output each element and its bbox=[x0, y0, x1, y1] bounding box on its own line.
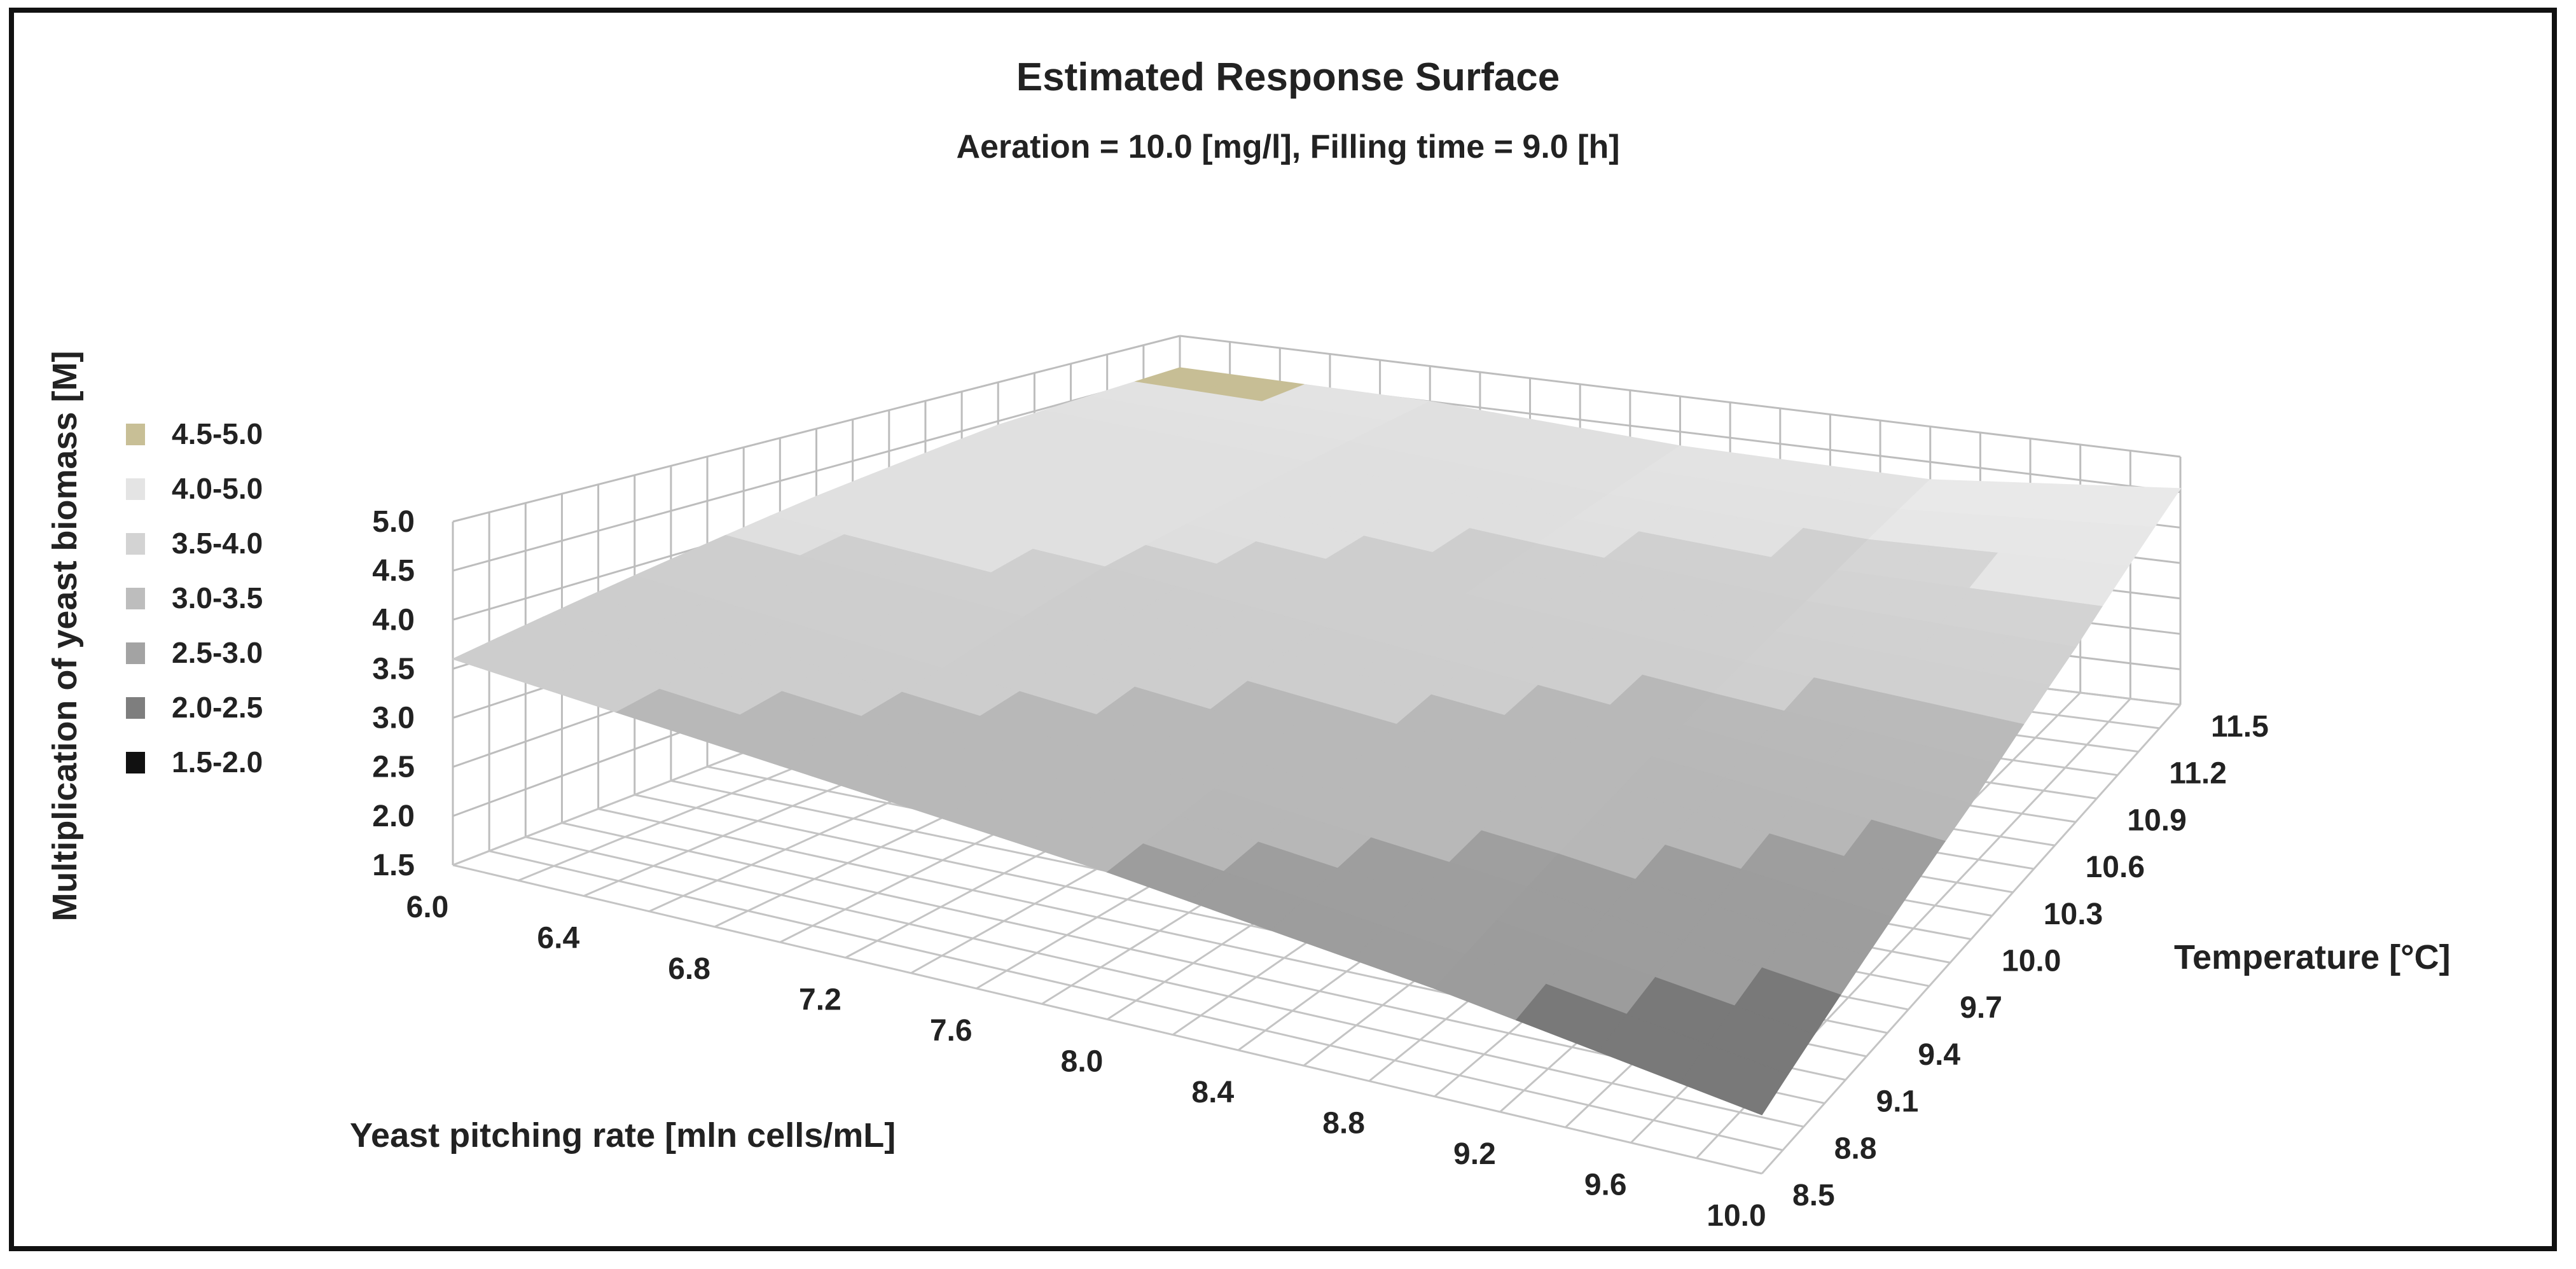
x-tick-label: 7.2 bbox=[799, 983, 841, 1017]
y-tick-label: 10.6 bbox=[2086, 850, 2145, 884]
y-tick-label: 8.8 bbox=[1834, 1132, 1877, 1165]
x-tick-label: 9.2 bbox=[1453, 1137, 1496, 1171]
legend-swatch bbox=[126, 752, 145, 773]
legend-swatch bbox=[126, 424, 145, 445]
surface-patch bbox=[1679, 1043, 1789, 1116]
z-tick-label: 3.0 bbox=[372, 702, 415, 735]
legend-swatch bbox=[126, 697, 145, 719]
legend-label: 2.5-3.0 bbox=[172, 636, 263, 669]
legend-label: 2.0-2.5 bbox=[172, 691, 263, 724]
left-wall-gridline bbox=[452, 335, 1181, 523]
y-tick-label: 9.7 bbox=[1960, 991, 2002, 1025]
legend-label: 3.0-3.5 bbox=[172, 581, 263, 614]
legend-swatch bbox=[126, 642, 145, 664]
y-tick-label: 8.5 bbox=[1792, 1179, 1835, 1212]
legend-swatch bbox=[126, 588, 145, 609]
floor-gridline bbox=[452, 864, 1762, 1175]
chart-subtitle: Aeration = 10.0 [mg/l], Filling time = 9… bbox=[956, 128, 1619, 165]
z-tick-label: 2.0 bbox=[372, 800, 415, 833]
x-tick-label: 8.4 bbox=[1191, 1076, 1234, 1109]
x-tick-label: 8.8 bbox=[1322, 1107, 1365, 1141]
y-tick-label: 10.9 bbox=[2127, 803, 2186, 837]
y-tick-label: 11.2 bbox=[2169, 757, 2227, 791]
back-wall-gridline bbox=[1179, 335, 2181, 458]
z-tick-label: 4.5 bbox=[372, 554, 415, 588]
z-tick-label: 3.5 bbox=[372, 652, 415, 686]
z-tick-label: 4.0 bbox=[372, 603, 415, 637]
y-tick-label: 9.4 bbox=[1918, 1038, 1960, 1072]
floor-gridline bbox=[525, 836, 1804, 1128]
x-tick-label: 6.0 bbox=[406, 891, 449, 924]
x-tick-label: 9.6 bbox=[1584, 1168, 1627, 1202]
legend-label: 3.5-4.0 bbox=[172, 527, 263, 560]
legend-label: 1.5-2.0 bbox=[172, 745, 263, 779]
y-tick-label: 10.0 bbox=[2002, 945, 2061, 978]
z-tick-label: 1.5 bbox=[372, 849, 415, 882]
x-tick-label: 6.8 bbox=[668, 952, 710, 986]
z-tick-label: 5.0 bbox=[372, 505, 415, 539]
legend-label: 4.0-5.0 bbox=[172, 472, 263, 505]
x-axis-title: Yeast pitching rate [mln cells/mL] bbox=[350, 1116, 896, 1155]
legend: 4.5-5.0 4.0-5.0 3.5-4.0 3.0-3.5 2.5-3.0 2.0-2… bbox=[126, 417, 263, 779]
z-axis-title: Multiplication of yeast biomass [M] bbox=[46, 350, 84, 921]
y-tick-label: 11.5 bbox=[2211, 710, 2269, 744]
surface-mesh bbox=[451, 367, 2182, 1116]
x-tick-label: 6.4 bbox=[537, 922, 579, 955]
left-wall-gridline bbox=[452, 370, 1181, 572]
floor-gridline bbox=[488, 850, 1783, 1151]
x-tick-label: 10.0 bbox=[1707, 1199, 1766, 1233]
chart-title: Estimated Response Surface bbox=[1016, 55, 1560, 99]
legend-label: 4.5-5.0 bbox=[172, 417, 263, 450]
z-tick-label: 2.5 bbox=[372, 751, 415, 784]
y-axis-title: Temperature [°C] bbox=[2174, 938, 2451, 976]
axis-ticks: 1.5 2.0 2.5 3.0 3.5 4.0 4.5 5.0 6.0 6.4 6.8 7.2 7.6 8… bbox=[372, 505, 2269, 1233]
legend-swatch bbox=[126, 478, 145, 500]
x-tick-label: 7.6 bbox=[930, 1014, 973, 1048]
x-tick-label: 8.0 bbox=[1061, 1045, 1104, 1079]
y-tick-label: 9.1 bbox=[1876, 1085, 1919, 1119]
y-tick-label: 10.3 bbox=[2044, 898, 2103, 931]
legend-swatch bbox=[126, 533, 145, 555]
